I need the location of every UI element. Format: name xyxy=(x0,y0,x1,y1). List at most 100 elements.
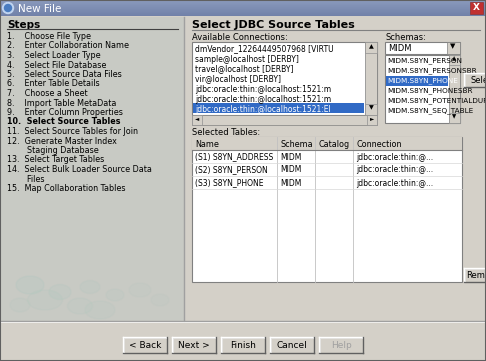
Text: 12.  Generate Master Index: 12. Generate Master Index xyxy=(7,136,117,145)
Ellipse shape xyxy=(68,298,92,314)
Bar xyxy=(270,337,314,353)
Text: Connection: Connection xyxy=(356,140,401,149)
Bar xyxy=(0,3,486,4)
Bar xyxy=(0,4,486,5)
Text: 1.    Choose File Type: 1. Choose File Type xyxy=(7,32,91,41)
Bar xyxy=(449,113,460,123)
Text: (S1) S8YN_ADDRESS: (S1) S8YN_ADDRESS xyxy=(195,152,273,161)
Ellipse shape xyxy=(28,290,63,310)
Text: 6.    Enter Table Details: 6. Enter Table Details xyxy=(7,79,100,88)
Text: 3.    Select Loader Type: 3. Select Loader Type xyxy=(7,51,101,60)
Text: dmVendor_12264449507968 [VIRTU: dmVendor_12264449507968 [VIRTU xyxy=(195,44,333,53)
Text: ◄: ◄ xyxy=(195,117,199,122)
Ellipse shape xyxy=(129,283,151,297)
Bar xyxy=(192,137,462,150)
Ellipse shape xyxy=(80,280,100,293)
Ellipse shape xyxy=(106,289,124,301)
Bar xyxy=(0,2,486,3)
Text: jdbc:oracle:thin:@...: jdbc:oracle:thin:@... xyxy=(356,152,433,161)
Text: Available Connections:: Available Connections: xyxy=(192,33,288,42)
Bar xyxy=(464,73,486,87)
Text: 14.  Select Bulk Loader Source Data: 14. Select Bulk Loader Source Data xyxy=(7,165,152,174)
Text: (S2) S8YN_PERSON: (S2) S8YN_PERSON xyxy=(195,165,268,174)
Text: Schema: Schema xyxy=(280,140,312,149)
Text: 5.    Select Source Data Files: 5. Select Source Data Files xyxy=(7,70,122,79)
Bar xyxy=(172,337,216,353)
Bar xyxy=(385,42,460,54)
Text: 11.  Select Source Tables for Join: 11. Select Source Tables for Join xyxy=(7,127,138,136)
Bar xyxy=(193,103,364,113)
Bar xyxy=(385,55,460,123)
Text: MIDM.S8YN_PHONE: MIDM.S8YN_PHONE xyxy=(387,78,458,84)
Text: ►: ► xyxy=(370,117,374,122)
Text: MIDM.S8YN_PERSONSBR: MIDM.S8YN_PERSONSBR xyxy=(387,68,477,74)
Bar xyxy=(0,14,486,15)
Bar xyxy=(0,10,486,11)
Text: MIDM.S8YN_POTENTIALDUPLICATES: MIDM.S8YN_POTENTIALDUPLICATES xyxy=(387,97,486,104)
Text: 15.  Map Collaboration Tables: 15. Map Collaboration Tables xyxy=(7,184,125,193)
Text: vir@localhost [DERBY]: vir@localhost [DERBY] xyxy=(195,74,281,83)
Bar xyxy=(447,42,460,54)
Bar xyxy=(221,337,265,353)
Bar xyxy=(0,13,486,14)
Bar xyxy=(386,76,448,86)
Text: Select JDBC Source Tables: Select JDBC Source Tables xyxy=(192,20,355,30)
Text: Files: Files xyxy=(7,174,45,183)
Bar xyxy=(365,42,377,53)
Text: Remove: Remove xyxy=(466,271,486,280)
Bar xyxy=(0,5,486,6)
Text: Cancel: Cancel xyxy=(277,341,307,350)
Text: 13.  Select Target Tables: 13. Select Target Tables xyxy=(7,156,104,165)
Text: jdbc:oracle:thin:@localhost:1521:m: jdbc:oracle:thin:@localhost:1521:m xyxy=(195,84,331,93)
Text: MIDM.S8YN_PHONESBR: MIDM.S8YN_PHONESBR xyxy=(387,87,472,94)
Bar xyxy=(0,1,486,2)
Text: Staging Database: Staging Database xyxy=(7,146,99,155)
Text: MIDM.S8YN_PERSON: MIDM.S8YN_PERSON xyxy=(387,57,462,64)
Text: New File: New File xyxy=(18,4,61,14)
Text: MIDM: MIDM xyxy=(388,44,412,53)
Text: 8.    Import Table MetaData: 8. Import Table MetaData xyxy=(7,99,116,108)
Ellipse shape xyxy=(10,298,30,312)
Text: Finish: Finish xyxy=(230,341,256,350)
Text: 9.    Enter Column Properties: 9. Enter Column Properties xyxy=(7,108,123,117)
Bar xyxy=(192,115,377,125)
Text: 7.    Choose a Sheet: 7. Choose a Sheet xyxy=(7,89,87,98)
Text: jdbc:oracle:thin:@...: jdbc:oracle:thin:@... xyxy=(356,165,433,174)
Ellipse shape xyxy=(85,301,115,319)
Text: < Back: < Back xyxy=(129,341,161,350)
Bar xyxy=(0,12,486,13)
Text: 10.  Select Source Tables: 10. Select Source Tables xyxy=(7,117,121,126)
Text: sample@localhost [DERBY]: sample@localhost [DERBY] xyxy=(195,55,299,64)
Bar xyxy=(367,115,377,125)
Bar xyxy=(449,55,460,65)
Text: Catalog: Catalog xyxy=(318,140,349,149)
Text: jdbc:oracle:thin:@...: jdbc:oracle:thin:@... xyxy=(356,178,433,187)
Bar xyxy=(192,115,202,125)
Bar xyxy=(1,17,184,321)
Bar xyxy=(0,8,486,9)
Text: Next >: Next > xyxy=(178,341,210,350)
Text: X: X xyxy=(473,3,480,12)
Text: Help: Help xyxy=(330,341,351,350)
Bar xyxy=(464,268,486,282)
Text: ▲: ▲ xyxy=(452,57,457,61)
Circle shape xyxy=(4,4,12,12)
Bar xyxy=(184,17,486,321)
Ellipse shape xyxy=(49,284,71,300)
Text: jdbc:oracle:thin:@localhost:1521:El: jdbc:oracle:thin:@localhost:1521:El xyxy=(195,104,331,113)
Bar xyxy=(0,7,486,8)
Text: Select: Select xyxy=(470,76,486,85)
Ellipse shape xyxy=(16,276,44,294)
Bar xyxy=(0,9,486,10)
Circle shape xyxy=(2,3,14,13)
Bar xyxy=(319,337,363,353)
Text: MIDM.S8YN_SEQ_TABLE: MIDM.S8YN_SEQ_TABLE xyxy=(387,108,473,114)
Bar xyxy=(192,137,462,282)
Text: travel@localhost [DERBY]: travel@localhost [DERBY] xyxy=(195,65,294,74)
Bar xyxy=(0,11,486,12)
Text: ▼: ▼ xyxy=(368,105,373,110)
Text: Schemas:: Schemas: xyxy=(385,33,426,42)
Text: MIDM: MIDM xyxy=(280,152,301,161)
Text: jdbc:oracle:thin:@localhost:1521:m: jdbc:oracle:thin:@localhost:1521:m xyxy=(195,95,331,104)
Text: Steps: Steps xyxy=(7,20,40,30)
